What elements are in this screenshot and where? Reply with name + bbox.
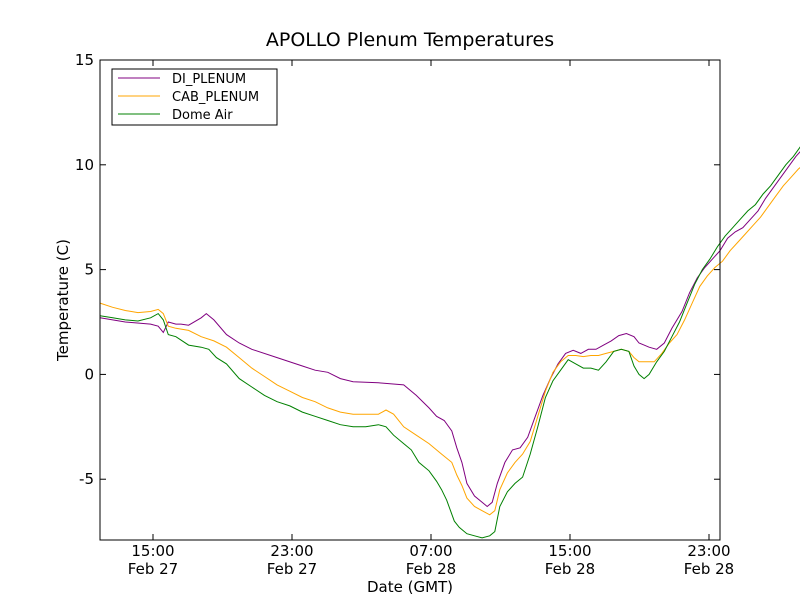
plot-frame — [99, 59, 721, 541]
legend-label: CAB_PLENUM — [172, 90, 259, 105]
x-tick-date-label: Feb 28 — [545, 560, 595, 578]
x-tick-time-label: 23:00 — [270, 542, 313, 560]
x-tick-time-label: 23:00 — [687, 542, 730, 560]
y-tick-label: 0 — [84, 365, 94, 383]
plot-lines — [99, 146, 800, 539]
series-line-di-plenum — [99, 151, 800, 508]
x-tick-time-label: 15:00 — [131, 542, 174, 560]
x-tick-date-label: Feb 27 — [267, 560, 317, 578]
y-tick-label: 10 — [75, 156, 94, 174]
x-tick-date-label: Feb 28 — [684, 560, 734, 578]
x-tick-date-label: Feb 27 — [128, 560, 178, 578]
legend: DI_PLENUM CAB_PLENUM Dome Air — [111, 68, 278, 126]
chart-title: APOLLO Plenum Temperatures — [266, 29, 554, 51]
x-tick-time-label: 15:00 — [548, 542, 591, 560]
legend-label: Dome Air — [172, 108, 233, 123]
y-tick-label: 5 — [84, 261, 94, 279]
y-tick-label: -5 — [79, 470, 94, 488]
y-axis-label: Temperature (C) — [54, 239, 72, 362]
x-tick-time-label: 07:00 — [409, 542, 452, 560]
legend-label: DI_PLENUM — [172, 72, 246, 87]
x-tick-date-label: Feb 28 — [406, 560, 456, 578]
y-axis: -5 0 5 10 15 — [75, 51, 720, 488]
x-axis-label: Date (GMT) — [367, 578, 453, 596]
y-tick-label: 15 — [75, 51, 94, 69]
series-line-dome-air — [99, 146, 800, 539]
series-line-cab-plenum — [99, 167, 800, 516]
